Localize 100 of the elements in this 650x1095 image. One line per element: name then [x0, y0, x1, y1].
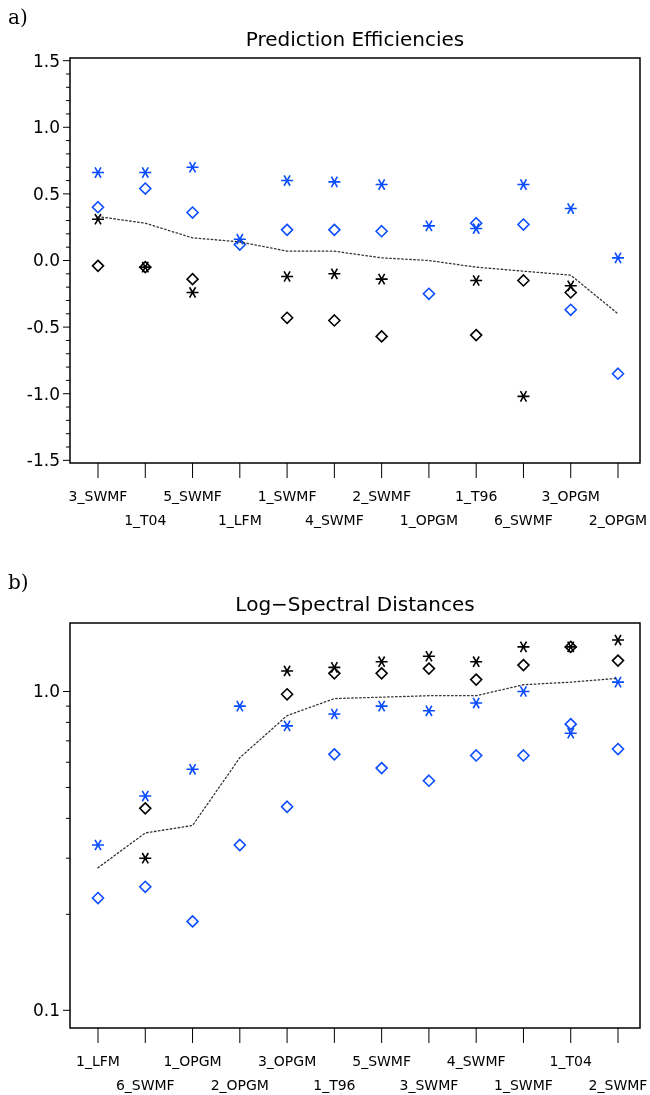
- point: [328, 748, 341, 761]
- x-tick-label: 6_SWMF: [494, 512, 553, 528]
- point: [138, 880, 152, 894]
- point: [611, 654, 625, 667]
- point: [516, 178, 531, 191]
- point: [280, 800, 294, 814]
- x-tick-label: 1_OPGM: [163, 1053, 222, 1069]
- point: [233, 700, 247, 713]
- x-tick-label: 2_SWMF: [352, 488, 412, 504]
- y-tick-label: 1.0: [32, 681, 60, 702]
- x-tick-label: 3_SWMF: [68, 488, 128, 504]
- point: [563, 202, 578, 215]
- point: [469, 274, 483, 287]
- x-tick-label: 5_SWMF: [352, 1053, 412, 1069]
- point: [91, 200, 105, 214]
- point: [375, 761, 388, 775]
- x-tick-label: 4_SWMF: [446, 1053, 506, 1069]
- y-tick-label: 0.5: [32, 183, 60, 204]
- y-tick-label: 1.5: [32, 50, 60, 71]
- y-tick-label: 1.0: [32, 117, 60, 138]
- x-tick-label: 1_LFM: [217, 512, 262, 528]
- x-tick-label: 5_SWMF: [163, 488, 222, 504]
- x-tick-label: 1_T96: [313, 1077, 356, 1093]
- point: [375, 667, 388, 680]
- point: [91, 891, 105, 905]
- x-tick-label: 3_OPGM: [541, 488, 600, 504]
- x-tick-label: 2_SWMF: [588, 1077, 648, 1093]
- point: [422, 662, 436, 675]
- point: [327, 708, 342, 720]
- point: [517, 218, 530, 231]
- x-tick-label: 3_SWMF: [399, 1077, 459, 1093]
- point: [328, 314, 341, 327]
- point: [280, 174, 294, 187]
- point: [611, 634, 625, 647]
- point: [564, 303, 578, 317]
- point: [422, 704, 436, 717]
- point: [233, 838, 247, 852]
- point: [91, 166, 105, 179]
- point: [185, 763, 200, 776]
- point: [517, 658, 530, 672]
- point: [469, 328, 483, 342]
- point: [374, 273, 389, 286]
- point: [186, 206, 199, 219]
- point: [611, 367, 625, 381]
- point: [611, 742, 625, 756]
- point: [91, 213, 105, 226]
- y-tick-label: -1.0: [26, 383, 60, 404]
- x-tick-label: 3_OPGM: [257, 1053, 317, 1069]
- point: [469, 216, 483, 230]
- point: [375, 330, 388, 343]
- point: [374, 178, 389, 191]
- point: [563, 727, 578, 740]
- point: [185, 161, 200, 174]
- point: [469, 655, 483, 668]
- point: [91, 838, 105, 851]
- point: [328, 667, 341, 680]
- x-tick-label: 1_SWMF: [257, 488, 317, 504]
- point: [564, 717, 578, 731]
- point: [233, 233, 247, 246]
- point: [280, 687, 294, 701]
- point: [611, 676, 625, 689]
- point: [280, 719, 294, 732]
- point: [422, 650, 436, 663]
- x-tick-label: 1_T96: [455, 488, 498, 504]
- point: [185, 286, 200, 299]
- point: [138, 166, 153, 179]
- x-tick-label: 2_OPGM: [210, 1077, 269, 1093]
- point: [327, 661, 342, 674]
- point: [138, 790, 153, 803]
- x-tick-label: 1_OPGM: [399, 512, 459, 528]
- point: [516, 640, 531, 653]
- point: [280, 270, 294, 283]
- x-tick-label: 4_SWMF: [304, 512, 364, 528]
- point: [327, 267, 342, 280]
- point: [186, 915, 199, 928]
- point: [517, 749, 530, 762]
- point: [422, 219, 436, 232]
- point: [138, 182, 152, 195]
- point: [469, 697, 483, 710]
- point: [328, 223, 341, 237]
- point: [422, 287, 436, 301]
- point: [374, 655, 389, 668]
- x-tick-label: 1_SWMF: [494, 1077, 553, 1093]
- x-tick-label: 6_SWMF: [115, 1077, 175, 1093]
- point: [233, 238, 247, 251]
- chart-title: Log−Spectral Distances: [235, 592, 475, 616]
- point: [422, 774, 436, 788]
- point: [138, 802, 152, 815]
- point: [469, 222, 483, 235]
- point: [374, 700, 389, 713]
- point: [375, 224, 388, 238]
- point: [91, 259, 105, 273]
- x-tick-label: 1_T04: [549, 1053, 592, 1069]
- x-tick-label: 1_LFM: [76, 1053, 120, 1069]
- y-tick-label: 0.0: [32, 250, 60, 271]
- point: [516, 390, 531, 403]
- x-tick-label: 2_OPGM: [588, 512, 648, 528]
- text: a): [8, 5, 28, 29]
- line-series: [97, 677, 619, 869]
- point: [563, 279, 578, 292]
